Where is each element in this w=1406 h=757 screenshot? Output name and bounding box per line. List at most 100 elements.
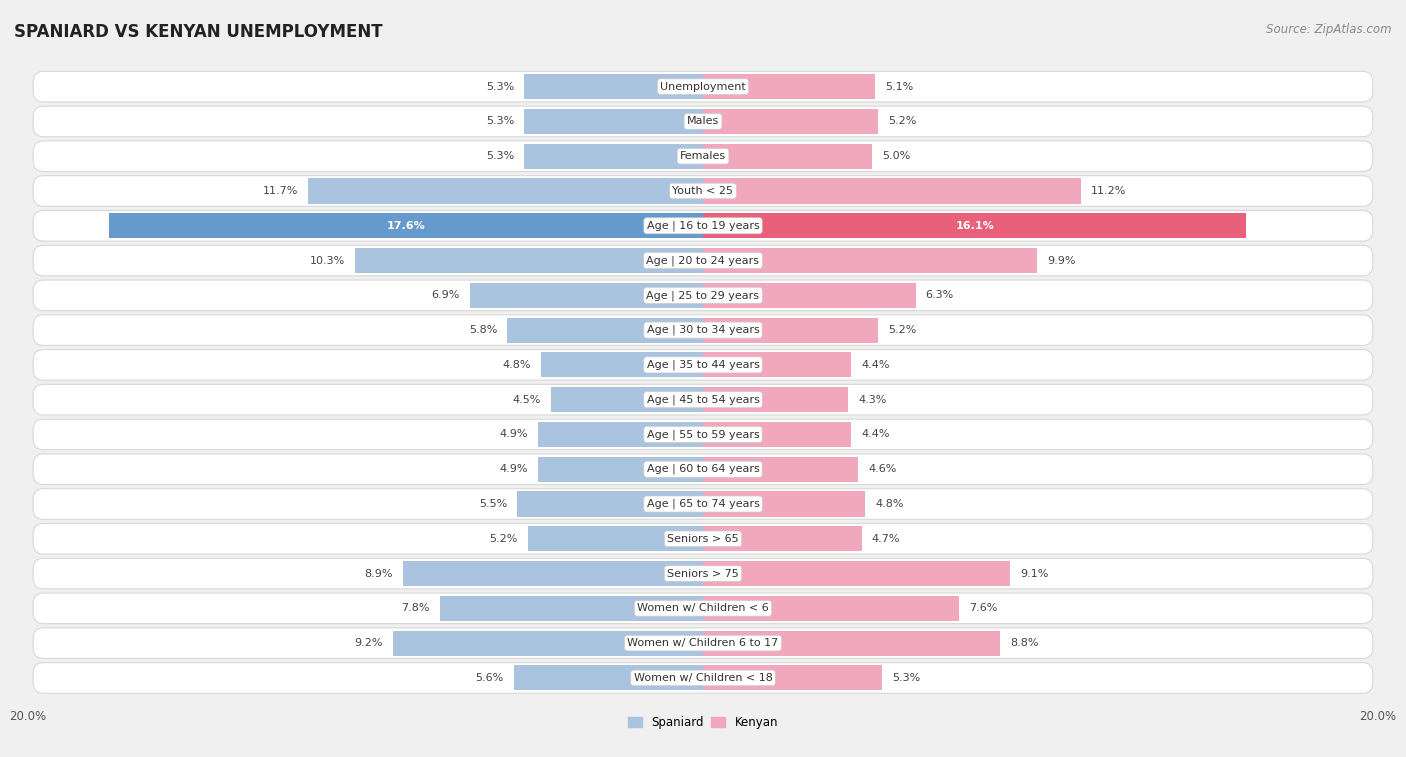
Text: Age | 45 to 54 years: Age | 45 to 54 years bbox=[647, 394, 759, 405]
Bar bbox=[703, 596, 959, 621]
Text: Age | 60 to 64 years: Age | 60 to 64 years bbox=[647, 464, 759, 475]
Bar bbox=[308, 179, 703, 204]
Bar bbox=[703, 526, 862, 551]
Text: 4.9%: 4.9% bbox=[499, 429, 527, 440]
Text: Seniors > 75: Seniors > 75 bbox=[666, 569, 740, 578]
FancyBboxPatch shape bbox=[34, 524, 1372, 554]
Bar bbox=[517, 491, 703, 516]
Bar bbox=[470, 283, 703, 308]
Bar bbox=[515, 665, 703, 690]
Text: 4.8%: 4.8% bbox=[502, 360, 531, 370]
Text: 8.8%: 8.8% bbox=[1010, 638, 1039, 648]
Bar bbox=[703, 248, 1038, 273]
FancyBboxPatch shape bbox=[34, 454, 1372, 484]
Text: Age | 20 to 24 years: Age | 20 to 24 years bbox=[647, 255, 759, 266]
Text: 11.2%: 11.2% bbox=[1091, 186, 1126, 196]
Bar bbox=[703, 456, 858, 481]
Text: 10.3%: 10.3% bbox=[311, 256, 346, 266]
Bar bbox=[703, 387, 848, 413]
Bar bbox=[703, 74, 875, 99]
Text: 4.4%: 4.4% bbox=[862, 429, 890, 440]
Bar bbox=[703, 491, 865, 516]
Text: Age | 16 to 19 years: Age | 16 to 19 years bbox=[647, 220, 759, 231]
Bar bbox=[703, 318, 879, 343]
FancyBboxPatch shape bbox=[34, 245, 1372, 276]
Text: 5.8%: 5.8% bbox=[468, 325, 498, 335]
Text: 6.9%: 6.9% bbox=[432, 291, 460, 301]
Bar bbox=[356, 248, 703, 273]
Text: 4.5%: 4.5% bbox=[513, 394, 541, 405]
Bar bbox=[703, 109, 879, 134]
Text: 5.2%: 5.2% bbox=[889, 117, 917, 126]
Bar bbox=[703, 561, 1010, 586]
Bar bbox=[440, 596, 703, 621]
Text: 5.5%: 5.5% bbox=[479, 499, 508, 509]
Text: 9.2%: 9.2% bbox=[354, 638, 382, 648]
Text: 4.7%: 4.7% bbox=[872, 534, 900, 544]
Text: Unemployment: Unemployment bbox=[661, 82, 745, 92]
Text: 5.3%: 5.3% bbox=[486, 151, 515, 161]
Text: 4.4%: 4.4% bbox=[862, 360, 890, 370]
Bar bbox=[703, 283, 915, 308]
Bar bbox=[703, 352, 852, 378]
Legend: Spaniard, Kenyan: Spaniard, Kenyan bbox=[623, 711, 783, 734]
Text: 9.9%: 9.9% bbox=[1047, 256, 1076, 266]
FancyBboxPatch shape bbox=[34, 593, 1372, 624]
FancyBboxPatch shape bbox=[34, 176, 1372, 207]
Text: Males: Males bbox=[688, 117, 718, 126]
Text: 5.3%: 5.3% bbox=[486, 82, 515, 92]
Bar bbox=[524, 109, 703, 134]
Text: 5.3%: 5.3% bbox=[891, 673, 920, 683]
Text: Women w/ Children < 6: Women w/ Children < 6 bbox=[637, 603, 769, 613]
Text: 7.8%: 7.8% bbox=[401, 603, 430, 613]
FancyBboxPatch shape bbox=[34, 71, 1372, 102]
FancyBboxPatch shape bbox=[34, 210, 1372, 241]
Text: Seniors > 65: Seniors > 65 bbox=[668, 534, 738, 544]
Bar bbox=[527, 526, 703, 551]
Text: 16.1%: 16.1% bbox=[955, 221, 994, 231]
Bar bbox=[551, 387, 703, 413]
Text: Source: ZipAtlas.com: Source: ZipAtlas.com bbox=[1267, 23, 1392, 36]
Bar bbox=[110, 213, 703, 238]
Text: Women w/ Children < 18: Women w/ Children < 18 bbox=[634, 673, 772, 683]
Text: 5.2%: 5.2% bbox=[889, 325, 917, 335]
Text: 5.1%: 5.1% bbox=[886, 82, 914, 92]
Bar bbox=[703, 144, 872, 169]
Bar bbox=[703, 422, 852, 447]
Text: Youth < 25: Youth < 25 bbox=[672, 186, 734, 196]
Text: 11.7%: 11.7% bbox=[263, 186, 298, 196]
Text: Age | 30 to 34 years: Age | 30 to 34 years bbox=[647, 325, 759, 335]
Text: 7.6%: 7.6% bbox=[970, 603, 998, 613]
FancyBboxPatch shape bbox=[34, 141, 1372, 172]
FancyBboxPatch shape bbox=[34, 106, 1372, 137]
Text: 9.1%: 9.1% bbox=[1021, 569, 1049, 578]
Text: Age | 55 to 59 years: Age | 55 to 59 years bbox=[647, 429, 759, 440]
FancyBboxPatch shape bbox=[34, 350, 1372, 380]
Text: 4.6%: 4.6% bbox=[869, 464, 897, 474]
Text: Women w/ Children 6 to 17: Women w/ Children 6 to 17 bbox=[627, 638, 779, 648]
Text: Age | 35 to 44 years: Age | 35 to 44 years bbox=[647, 360, 759, 370]
Bar bbox=[541, 352, 703, 378]
Text: 5.0%: 5.0% bbox=[882, 151, 910, 161]
Text: 5.2%: 5.2% bbox=[489, 534, 517, 544]
Bar bbox=[508, 318, 703, 343]
Text: 4.8%: 4.8% bbox=[875, 499, 904, 509]
FancyBboxPatch shape bbox=[34, 489, 1372, 519]
Text: 17.6%: 17.6% bbox=[387, 221, 426, 231]
FancyBboxPatch shape bbox=[34, 662, 1372, 693]
Text: 4.9%: 4.9% bbox=[499, 464, 527, 474]
Bar bbox=[703, 665, 882, 690]
FancyBboxPatch shape bbox=[34, 558, 1372, 589]
Bar bbox=[537, 456, 703, 481]
FancyBboxPatch shape bbox=[34, 280, 1372, 310]
Text: Age | 65 to 74 years: Age | 65 to 74 years bbox=[647, 499, 759, 509]
FancyBboxPatch shape bbox=[34, 385, 1372, 415]
FancyBboxPatch shape bbox=[34, 419, 1372, 450]
Text: Females: Females bbox=[681, 151, 725, 161]
Text: 5.3%: 5.3% bbox=[486, 117, 515, 126]
Bar bbox=[537, 422, 703, 447]
Bar bbox=[402, 561, 703, 586]
Bar bbox=[524, 144, 703, 169]
Text: 8.9%: 8.9% bbox=[364, 569, 392, 578]
FancyBboxPatch shape bbox=[34, 628, 1372, 659]
